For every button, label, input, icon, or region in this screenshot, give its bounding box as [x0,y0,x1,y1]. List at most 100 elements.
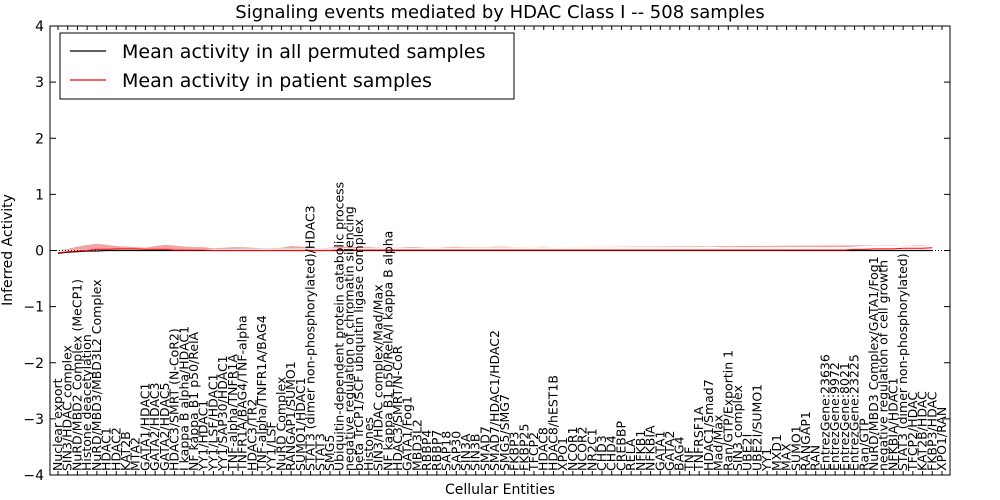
x-tick-label: NuRD/MBD3/MBD3L2 Complex [89,279,104,471]
x-tick-label: CHD4 [604,435,619,471]
x-tick-label: SMAD7 [477,426,492,471]
chart-title: Signaling events mediated by HDAC Class … [235,2,764,23]
y-tick-label: −2 [23,356,44,372]
x-tick-label: RAN [808,445,823,471]
x-tick-label: SIN3/HDAC complex/Mad/Max [371,284,386,471]
x-tick-label: negative regulation of cell growth [876,260,891,471]
x-tick-label: SAP30 [448,431,463,471]
x-tick-label: SIN3B [468,434,483,472]
x-tick-label: SUMO1 [788,425,803,471]
x-tick-label: NuRD Complex [273,377,288,471]
x-tick-label: MAX [779,443,794,471]
x-tick-label: SMAD7/HDAC1/HDAC2 [487,330,502,471]
x-tick-label: NR2C1 [584,428,599,471]
x-tick-label: Ran/GTP/Exportin 1 [720,350,735,471]
x-tick-label: Histones [361,417,376,471]
x-tick-label: GATA1 [652,431,667,471]
x-tick-label: MTA2 [128,437,143,471]
x-tick-label: Ubiquitin-dependent protein catabolic pr… [332,182,347,471]
x-tick-label: CREBBP [613,421,628,471]
x-tick-label: I kappa B alpha/HDAC1 [176,326,191,471]
x-tick-label: NFKBIA [643,425,658,471]
x-tick-label: TNFR1A/BAG4/TNF-alpha [235,315,250,472]
x-tick-label: Nuclear export [50,378,65,471]
x-tick-label: GATA2/HDAC5 [157,383,172,471]
x-tick-label: YY1/LSF/HDAC1 [205,373,220,472]
x-tick-label: HDAC3/SMRT/N-CoR [390,345,405,471]
y-tick-label: 3 [35,75,44,91]
x-tick-label: FKBP25 [516,424,531,471]
x-tick-label: EntrezGene:9972 [827,362,842,471]
x-tick-label: SUMO1/HDAC1 [293,377,308,471]
x-tick-label: RELA [623,438,638,471]
x-tick-label: XPO1/RAN [934,407,949,471]
series-layer [57,243,933,254]
x-tick-label: HDAC2 [108,427,123,471]
x-tick-label: NCOR1 [565,426,580,471]
x-tick-label: BAG4 [672,436,687,471]
x-tick-label: MXD1 [769,434,784,471]
x-tick-label: RANGAP1 [798,411,813,471]
x-tick-label: EntrezGene:23636 [817,354,832,471]
x-tick-label: RANGAP1/SUMO1 [283,361,298,471]
x-tick-label: SIN3A [458,433,473,471]
x-tick-label: TNF-alpha/TNFR1A/BAG4 [254,315,269,472]
x-tick-label: TNF-alpha/TNFR1A [225,354,240,472]
x-tick-label: STAT3 [312,433,327,471]
x-tick-label: FKBP3/HDAC [924,391,939,471]
x-tick-label: UBE2I/SUMO1 [749,384,764,471]
y-tick-label: 1 [35,187,44,203]
x-tick-label: TFCP2/HDAC [905,392,920,472]
x-tick-label: HDAC8/hEST1B [545,375,560,471]
x-tick-label: STAT3 (dimer non-phosphorylated)/HDAC3 [303,205,318,471]
x-tick-label: Mad/Max [711,415,726,471]
x-tick-label: SAP18 [439,431,454,471]
x-tick-label: GATA1/Fog1 [400,396,415,471]
legend-label-patient: Mean activity in patient samples [122,70,432,92]
y-tick-label: −3 [23,412,44,428]
x-tick-label: SMG5 [322,435,337,471]
x-tick-label: YY1/LSF [264,421,279,472]
x-tick-label: NF kappa B1 p50/RelA/I kappa B alpha [380,231,395,471]
x-tick-label: YY1 [759,448,774,472]
y-tick-label: −4 [23,468,44,484]
x-tick-label: NCOR2 [575,426,590,471]
x-tick-label: SIN3 complex [730,385,745,471]
x-tick-label: HDAC1/Smad7 [701,379,716,471]
series-line-patient [57,247,933,254]
legend-label-permuted: Mean activity in all permuted samples [122,41,485,63]
x-axis-label: Cellular Entities [445,482,555,498]
x-tick-label: YY1/HDAC1 [196,400,211,472]
x-tick-label: EntrezGene:23225 [847,354,862,471]
y-tick-label: −1 [23,300,44,316]
x-tick-label: UBE2I [740,434,755,471]
x-tick-label: beta TrCP1/SCF ubiquitin ligase complex [351,219,366,471]
x-tick-label: HDAC1 [99,427,114,471]
legend-box [59,32,515,100]
x-tick-label: CHD3 [594,435,609,471]
x-tick-label: HDAC3/TR2 [244,399,259,471]
y-tick-label: 4 [35,19,44,35]
x-tick-label: RBBP4 [419,430,434,471]
x-tick-label: HDAC3/SMRT (N-CoR2) [167,328,182,471]
x-axis [57,26,943,475]
x-tick-label: Histone deacetylation [79,334,94,471]
y-tick-label: 0 [35,244,44,260]
x-tick-label: KAT2B/HDAC [915,391,930,471]
x-tick-label: FKBP3 [507,432,522,471]
x-tick-label: HDAC8 [536,427,551,471]
x-tick-label: YY1/SAP30/HDAC1 [215,355,230,472]
legend: Mean activity in all permuted samples Me… [59,32,515,100]
x-tick-label: GATA1/HDAC1 [137,383,152,471]
x-tick-label: TNFRSF1A [691,406,706,472]
x-tick-label: NFKBIA/HDAC1 [885,377,900,471]
x-tick-label: TNF [681,447,696,472]
x-tick-label: EntrezGene:8021 [837,362,852,471]
x-tick-label: NuRD/MBD3 Complex/GATA1/Fog1 [866,256,881,471]
y-tick-label: 2 [35,131,44,147]
y-axis: −4 −3 −2 −1 0 1 2 3 4 [23,19,950,484]
x-tick-label: KAT2B [118,431,133,471]
x-tick-label: GATA2 [662,431,677,471]
